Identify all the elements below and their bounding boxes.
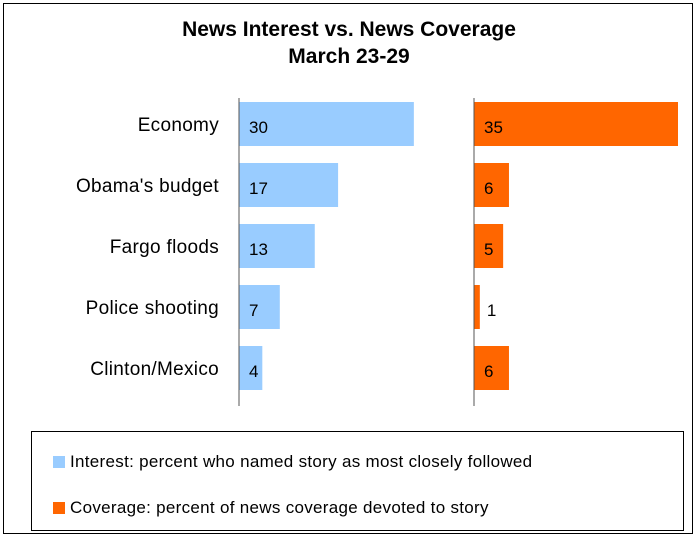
- legend-swatch-coverage: [53, 502, 65, 514]
- coverage-bar: [474, 224, 504, 268]
- legend-swatch-interest: [53, 456, 65, 468]
- interest-value-label: 7: [249, 301, 258, 320]
- coverage-bar: [474, 102, 678, 146]
- interest-value-label: 17: [249, 179, 268, 198]
- interest-value-label: 30: [249, 118, 268, 137]
- chart-title-line2: March 23-29: [288, 45, 410, 68]
- interest-bar: [239, 224, 315, 268]
- legend: Interest: percent who named story as mos…: [31, 431, 684, 531]
- category-label: Police shooting: [86, 298, 219, 319]
- category-label: Obama's budget: [76, 176, 219, 197]
- category-label: Fargo floods: [110, 237, 219, 258]
- coverage-bar: [474, 163, 509, 207]
- interest-bar: [239, 102, 414, 146]
- bar-chart: Economy Obama's budget Fargo floods Police …: [76, 98, 678, 406]
- coverage-value-label: 35: [484, 118, 503, 137]
- interest-bar: [239, 346, 263, 390]
- legend-label-interest: Interest: percent who named story as mos…: [70, 452, 533, 471]
- coverage-value-label: 1: [487, 301, 496, 320]
- coverage-value-label: 6: [484, 179, 493, 198]
- interest-value-label: 4: [249, 362, 258, 381]
- category-label: Economy: [138, 115, 220, 136]
- category-label: Clinton/Mexico: [90, 359, 219, 380]
- chart-frame: News Interest vs. News Coverage March 23…: [3, 3, 693, 534]
- interest-bar: [239, 163, 339, 207]
- interest-bar: [239, 285, 280, 329]
- coverage-value-label: 5: [484, 240, 493, 259]
- chart-title: News Interest vs. News Coverage March 23…: [4, 16, 694, 70]
- legend-item-interest: Interest: percent who named story as mos…: [32, 451, 532, 473]
- interest-value-label: 13: [249, 240, 268, 259]
- chart-title-line1: News Interest vs. News Coverage: [182, 18, 516, 41]
- legend-label-coverage: Coverage: percent of news coverage devot…: [70, 498, 489, 517]
- coverage-value-label: 6: [484, 362, 493, 381]
- coverage-bar: [474, 285, 480, 329]
- legend-item-coverage: Coverage: percent of news coverage devot…: [32, 497, 489, 519]
- coverage-bar: [474, 346, 509, 390]
